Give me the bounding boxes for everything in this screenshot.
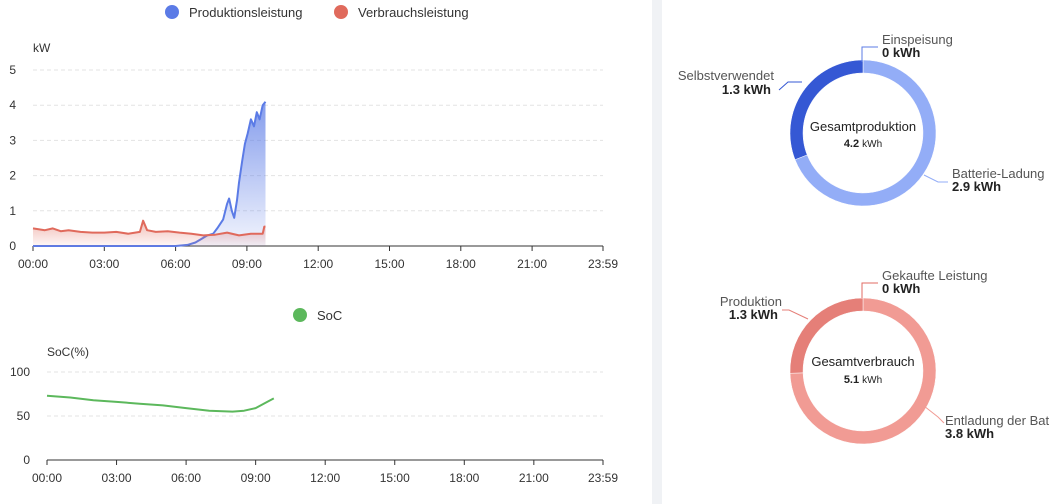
value-entladung: 3.8 kWh (945, 426, 994, 441)
legend-label-verbrauch: Verbrauchsleistung (358, 5, 469, 20)
y-tick-label: 2 (9, 169, 16, 183)
donut-slice-entladung-der-bat[interactable] (789, 297, 937, 445)
value-gekaufte-leistung: 0 kWh (882, 281, 920, 296)
production-donut-ring (789, 59, 937, 207)
y-tick-label: 100 (10, 365, 30, 379)
leader-line-produktion (782, 309, 809, 320)
soc-legend: SoC (293, 308, 342, 323)
label-batterie-ladung: Batterie-Ladung (952, 166, 1045, 181)
power-series (32, 101, 267, 247)
leader-line-batterie-ladung (923, 174, 948, 183)
y-tick-label: 0 (9, 239, 16, 253)
x-tick-label: 12:00 (310, 471, 340, 485)
x-tick-label: 12:00 (303, 257, 333, 271)
power-legend: Produktionsleistung Verbrauchsleistung (165, 5, 469, 20)
soc-x-ticks: 00:00 03:00 06:00 09:00 12:00 15:00 18:00 21:00… (32, 460, 618, 485)
x-tick-label: 00:00 (32, 471, 62, 485)
value-einspeisung: 0 kWh (882, 45, 920, 60)
leader-line-einspeisung (861, 46, 878, 62)
soc-line (46, 394, 275, 413)
value-batterie-ladung: 2.9 kWh (952, 179, 1001, 194)
verbrauchsleistung-area (33, 220, 266, 246)
leader-line-selbstverwendet (778, 81, 802, 91)
legend-item-soc[interactable]: SoC (293, 308, 342, 323)
x-tick-label: 23:59 (588, 257, 618, 271)
y-tick-label: 5 (9, 63, 16, 77)
x-tick-label: 18:00 (449, 471, 479, 485)
y-tick-label: 1 (9, 204, 16, 218)
soc-chart: SoC SoC(%) 0 50 100 00:00 03:00 06:00 09:00 12… (10, 308, 618, 485)
x-tick-label: 03:00 (102, 471, 132, 485)
label-selbstverwendet: Selbstverwendet (678, 68, 774, 83)
power-chart: Produktionsleistung Verbrauchsleistung k… (9, 5, 618, 271)
label-entladung: Entladung der Bat (945, 413, 1049, 428)
consumption-center-title: Gesamtverbrauch (811, 354, 914, 369)
power-y-axis-unit: kW (33, 41, 51, 55)
produktionsleistung-area (33, 101, 266, 246)
energy-summary-panel: Gesamtproduktion 4.2 kWh Einspeisung 0 k… (662, 0, 1057, 504)
power-grid (33, 69, 603, 247)
x-tick-label: 15:00 (380, 471, 410, 485)
soc-y-ticks: 0 50 100 (10, 365, 30, 467)
consumption-donut-ring (789, 297, 937, 445)
consumption-center-value: 5.1 kWh (844, 374, 882, 386)
y-tick-label: 0 (23, 453, 30, 467)
x-tick-label: 06:00 (161, 257, 191, 271)
power-charts-panel: Produktionsleistung Verbrauchsleistung k… (9, 5, 619, 485)
legend-item-verbrauch[interactable]: Verbrauchsleistung (334, 5, 469, 20)
y-tick-label: 4 (9, 98, 16, 112)
legend-label-produktion: Produktionsleistung (189, 5, 302, 20)
x-tick-label: 00:00 (18, 257, 48, 271)
donut-slice-selbstverwendet[interactable] (789, 59, 864, 160)
y-tick-label: 3 (9, 133, 16, 147)
power-x-ticks: 00:00 03:00 06:00 09:00 12:00 15:00 18:00 21:00… (18, 246, 618, 271)
soc-grid (47, 371, 603, 461)
legend-item-produktion[interactable]: Produktionsleistung (165, 5, 302, 20)
leader-line-entladung (923, 405, 945, 424)
legend-label-soc: SoC (317, 308, 342, 323)
legend-marker-verbrauch (334, 5, 348, 19)
x-tick-label: 15:00 (374, 257, 404, 271)
leader-line-gekaufte-leistung (861, 282, 878, 298)
soc-y-axis-unit: SoC(%) (47, 345, 89, 359)
consumption-donut: Gesamtverbrauch 5.1 kWh Gekaufte Leistun… (720, 268, 1049, 445)
panel-divider (652, 0, 662, 504)
production-center-title: Gesamtproduktion (810, 119, 916, 134)
soc-series (46, 394, 275, 413)
x-tick-label: 09:00 (241, 471, 271, 485)
label-einspeisung: Einspeisung (882, 32, 953, 47)
x-tick-label: 21:00 (517, 257, 547, 271)
x-tick-label: 03:00 (89, 257, 119, 271)
donut-slice-batterie-ladung[interactable] (794, 59, 937, 207)
production-center-value: 4.2 kWh (844, 138, 882, 150)
x-tick-label: 21:00 (519, 471, 549, 485)
verbrauchsleistung-line (32, 219, 266, 237)
x-tick-label: 23:59 (588, 471, 618, 485)
label-gekaufte-leistung: Gekaufte Leistung (882, 268, 988, 283)
value-produktion: 1.3 kWh (729, 307, 778, 322)
x-tick-label: 09:00 (232, 257, 262, 271)
power-y-ticks: 0 1 2 3 4 5 (9, 63, 16, 253)
x-tick-label: 06:00 (171, 471, 201, 485)
legend-marker-soc (293, 308, 307, 322)
value-selbstverwendet: 1.3 kWh (722, 82, 771, 97)
y-tick-label: 50 (17, 409, 31, 423)
legend-marker-produktion (165, 5, 179, 19)
label-produktion: Produktion (720, 294, 782, 309)
x-tick-label: 18:00 (446, 257, 476, 271)
production-donut: Gesamtproduktion 4.2 kWh Einspeisung 0 k… (678, 32, 1045, 207)
